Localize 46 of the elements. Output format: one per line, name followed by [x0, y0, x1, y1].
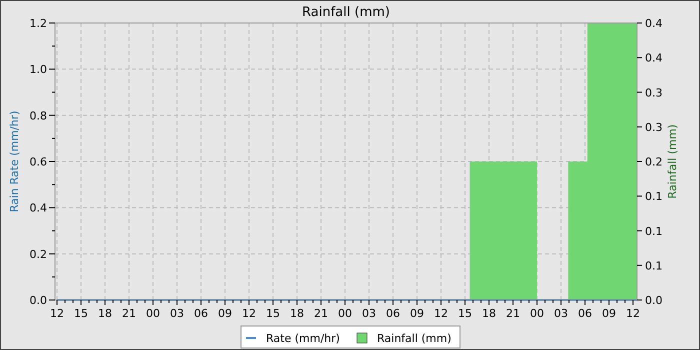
x-tick-label: 06: [194, 307, 208, 320]
x-tick-label: 18: [98, 307, 112, 320]
y-tick-label: 1.2: [30, 17, 47, 30]
y2-axis-title: Rainfall (mm): [666, 124, 679, 199]
x-tick-label: 09: [602, 307, 616, 320]
y-axis-title: Rain Rate (mm/hr): [8, 110, 21, 212]
x-tick-label: 06: [578, 307, 592, 320]
y2-tick-label: 0.2: [645, 156, 662, 168]
x-tick-label: 21: [506, 307, 520, 320]
legend-label: Rate (mm/hr): [266, 332, 340, 345]
x-tick-label: 09: [410, 307, 424, 320]
x-tick-label: 12: [50, 307, 64, 320]
x-tick-label: 18: [290, 307, 304, 320]
x-tick-label: 15: [458, 307, 472, 320]
x-tick-label: 03: [362, 307, 376, 320]
y2-tick-label: 0.1: [645, 259, 662, 272]
y2-tick-label: 0.4: [645, 17, 662, 30]
y-tick-label: 0.0: [30, 294, 47, 307]
legend-label: Rainfall (mm): [377, 332, 452, 345]
x-tick-label: 21: [122, 307, 136, 320]
x-tick-label: 12: [242, 307, 256, 320]
x-tick-label: 06: [386, 307, 400, 320]
y-tick-label: 0.6: [30, 156, 47, 168]
y2-tick-label: 0.4: [645, 52, 662, 65]
y2-tick-label: 0.3: [645, 120, 662, 134]
x-tick-label: 12: [626, 307, 640, 320]
x-tick-label: 09: [218, 307, 232, 320]
x-tick-label: 15: [266, 307, 280, 320]
x-tick-label: 03: [554, 307, 568, 320]
y2-tick-label: 0.3: [645, 86, 662, 100]
y2-tick-label: 0.0: [645, 294, 662, 307]
y2-tick-label: 0.1: [645, 224, 662, 238]
y2-tick-label: 0.1: [645, 190, 662, 204]
y-tick-label: 1.0: [30, 63, 47, 76]
x-tick-label: 00: [338, 307, 352, 320]
x-tick-label: 18: [482, 307, 496, 320]
x-tick-label: 15: [74, 307, 88, 320]
x-tick-label: 03: [170, 307, 184, 320]
y-tick-label: 0.8: [30, 109, 47, 122]
x-tick-label: 12: [434, 307, 448, 320]
y-tick-label: 0.4: [30, 202, 47, 215]
x-tick-label: 21: [314, 307, 328, 320]
x-tick-label: 00: [530, 307, 544, 320]
x-tick-label: 00: [146, 307, 160, 320]
chart-title: Rainfall (mm): [302, 5, 390, 20]
y-tick-label: 0.2: [30, 248, 47, 261]
